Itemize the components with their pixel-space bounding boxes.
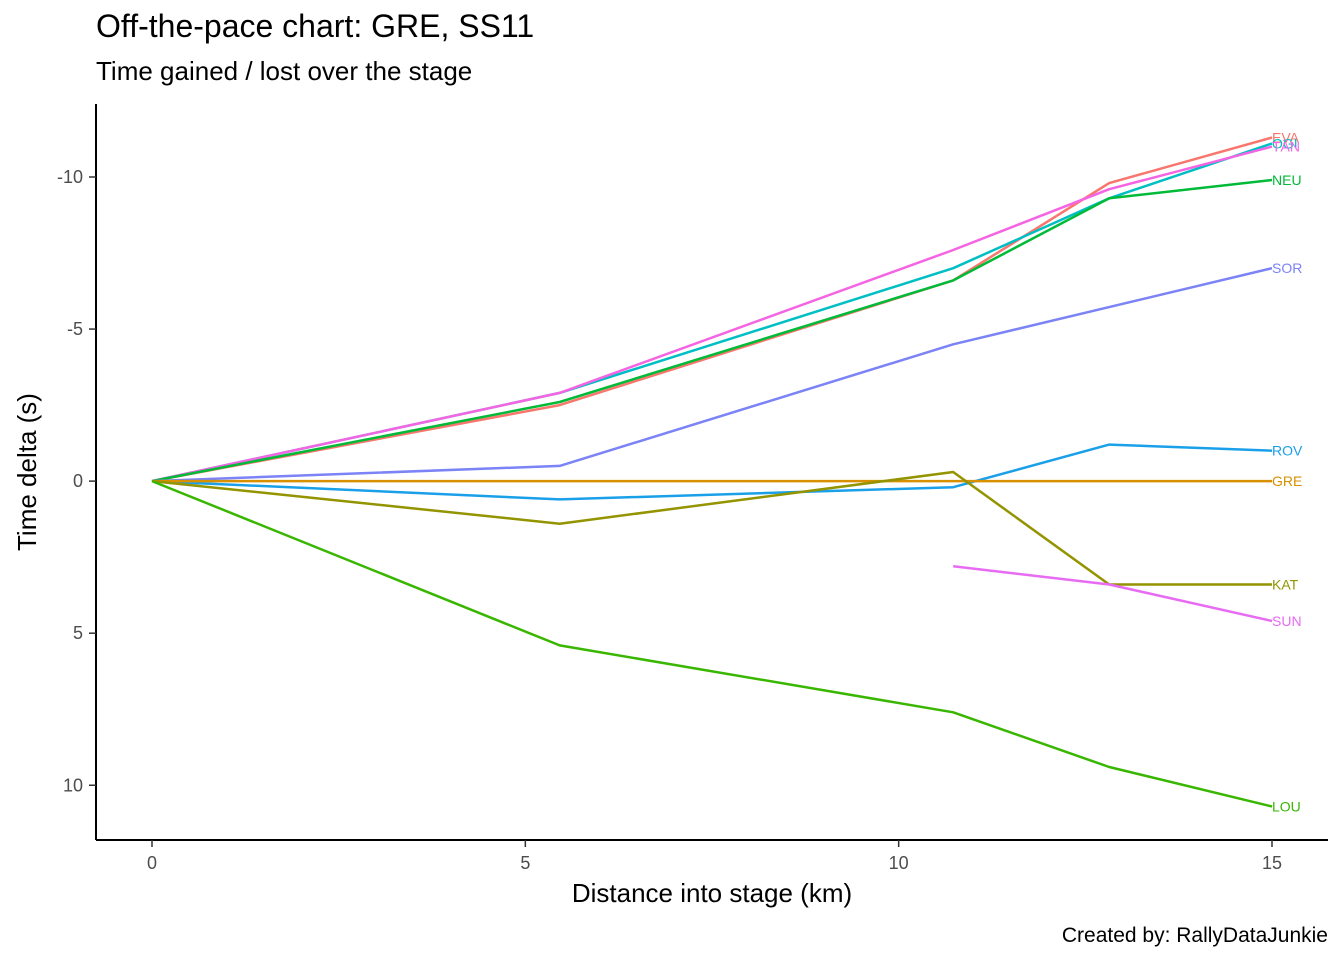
series-label-gre: GRE [1272, 473, 1302, 489]
y-axis-title: Time delta (s) [12, 393, 42, 551]
series-line-tan [151, 145, 1273, 483]
series-label-ogi: OGI [1272, 136, 1298, 152]
series-line-kat [151, 470, 1272, 586]
series-line-ogi [151, 142, 1273, 483]
x-tick-label: 15 [1262, 853, 1282, 873]
chart-caption: Created by: RallyDataJunkie [1061, 924, 1328, 947]
series-label-neu: NEU [1272, 172, 1302, 188]
series-lines [151, 136, 1273, 808]
series-line-sun [953, 565, 1273, 623]
series-line-lou [151, 479, 1273, 808]
x-tick-label: 5 [520, 853, 530, 873]
series-label-eva: EVA [1272, 129, 1300, 145]
series-line-sor [151, 266, 1273, 483]
y-tick-label: 0 [73, 471, 83, 491]
y-tick-label: 5 [73, 623, 83, 643]
series-label-kat: KAT [1272, 577, 1299, 593]
chart-title: Off-the-pace chart: GRE, SS11 [96, 8, 535, 44]
series-label-lou: LOU [1272, 799, 1301, 815]
x-axis-ticks: 0 5 10 15 [147, 840, 1282, 873]
series-label-sor: SOR [1272, 260, 1302, 276]
series-label-sun: SUN [1272, 613, 1302, 629]
y-tick-label: 10 [63, 775, 83, 795]
chart-subtitle: Time gained / lost over the stage [96, 56, 473, 86]
y-tick-label: -10 [57, 167, 83, 187]
y-tick-label: -5 [67, 319, 83, 339]
x-tick-label: 0 [147, 853, 157, 873]
series-label-tan: TÄN [1272, 139, 1300, 155]
series-line-neu [151, 178, 1273, 483]
y-axis-ticks: -10 -5 0 5 10 [57, 167, 96, 795]
x-axis-title: Distance into stage (km) [572, 878, 852, 908]
series-line-rov [151, 443, 1273, 501]
series-label-rov: ROV [1272, 443, 1303, 459]
x-tick-label: 10 [889, 853, 909, 873]
